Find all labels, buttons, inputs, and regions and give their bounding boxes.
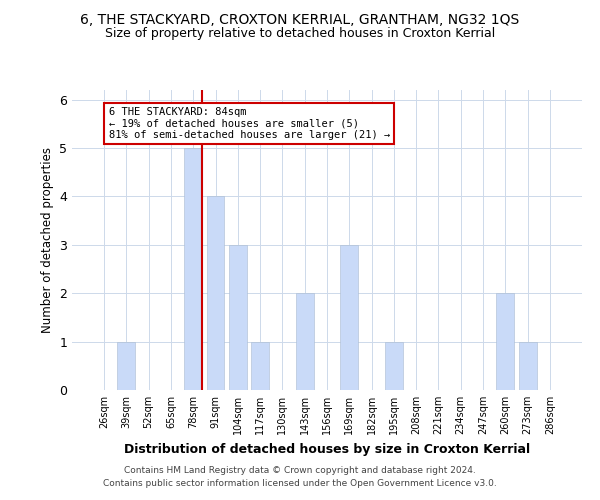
Text: Size of property relative to detached houses in Croxton Kerrial: Size of property relative to detached ho… [105,28,495,40]
Text: 6 THE STACKYARD: 84sqm
← 19% of detached houses are smaller (5)
81% of semi-deta: 6 THE STACKYARD: 84sqm ← 19% of detached… [109,107,390,140]
Bar [184,148,202,390]
Text: Contains HM Land Registry data © Crown copyright and database right 2024.
Contai: Contains HM Land Registry data © Crown c… [103,466,497,487]
Bar [206,196,224,390]
Bar [496,293,514,390]
Bar [118,342,136,390]
Text: 6, THE STACKYARD, CROXTON KERRIAL, GRANTHAM, NG32 1QS: 6, THE STACKYARD, CROXTON KERRIAL, GRANT… [80,12,520,26]
Bar [385,342,403,390]
Bar [296,293,314,390]
Bar [518,342,536,390]
Bar [251,342,269,390]
Bar [340,245,358,390]
X-axis label: Distribution of detached houses by size in Croxton Kerrial: Distribution of detached houses by size … [124,442,530,456]
Bar [229,245,247,390]
Y-axis label: Number of detached properties: Number of detached properties [41,147,53,333]
